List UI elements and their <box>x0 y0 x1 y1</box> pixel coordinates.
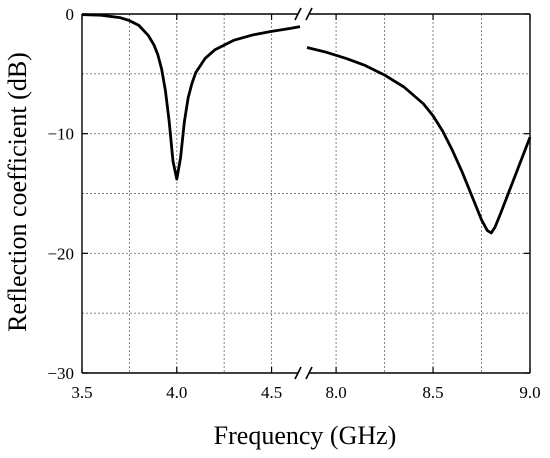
x-tick-label: 3.5 <box>71 383 92 402</box>
y-tick-label: −10 <box>47 125 74 144</box>
data-curves <box>81 13 532 235</box>
x-tick-label: 8.5 <box>422 383 443 402</box>
axis-break-mark <box>294 7 313 21</box>
series-line-1 <box>81 13 301 181</box>
y-tick-label: −20 <box>47 244 74 263</box>
x-tick-label: 4.5 <box>261 383 282 402</box>
axis-break-mark <box>294 366 313 380</box>
break-slash <box>305 366 313 380</box>
x-axis-title: Frequency (GHz) <box>214 421 397 450</box>
grid-lines <box>82 14 530 373</box>
x-tick-label: 8.0 <box>325 383 346 402</box>
y-tick-label: 0 <box>66 5 75 24</box>
y-tick-label: −30 <box>47 364 74 383</box>
x-tick-label: 4.0 <box>166 383 187 402</box>
series-line-2 <box>306 46 532 235</box>
x-tick-label: 9.0 <box>519 383 540 402</box>
break-slash <box>294 7 302 21</box>
tick-labels: 3.5 4.0 4.5 8.0 8.5 9.0 0 −10 −20 −30 <box>47 5 540 402</box>
y-axis-title: Reflection coefficient (dB) <box>3 52 32 332</box>
break-slash <box>305 7 313 21</box>
axes <box>81 7 531 380</box>
break-slash <box>294 366 302 380</box>
